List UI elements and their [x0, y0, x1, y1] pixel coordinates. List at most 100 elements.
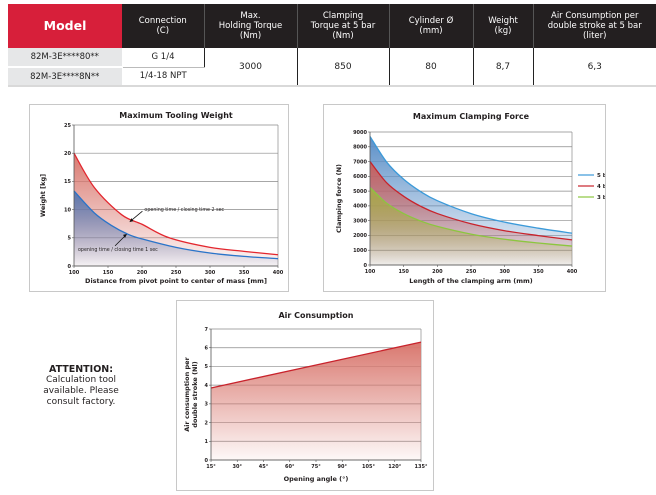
x-axis-label: Opening angle (°)	[284, 475, 349, 483]
header-line: Holding Torque	[218, 21, 283, 31]
series-line	[369, 186, 573, 247]
x-tick-label: 15°	[206, 464, 216, 470]
clamping-force-svg: Maximum Clamping Force 0 1000 2000 3000 4000 5…	[335, 112, 605, 285]
y-tick-label: 1	[205, 439, 209, 445]
y-tick-label: 5000	[353, 189, 367, 195]
y-tick-label: 4000	[353, 204, 367, 210]
x-tick-label: 30°	[233, 464, 243, 470]
x-tick-label: 75°	[311, 464, 321, 470]
holding-torque-cell: 3000	[204, 48, 298, 87]
x-tick-label: 105°	[362, 464, 375, 470]
y-tick-label: 10	[64, 207, 71, 213]
tooling-weight-chart: Maximum Tooling Weight 0 5 10 15 20 25 100 150 20…	[29, 104, 289, 292]
y-axis-label: Air consumption per	[183, 356, 191, 431]
x-tick-label: 400	[567, 269, 578, 275]
x-tick-label: 120°	[388, 464, 401, 470]
header-weight: Weight (kg)	[473, 4, 534, 48]
attention-line: consult factory.	[46, 397, 116, 407]
x-tick-label: 150	[398, 269, 409, 275]
chart-title: Maximum Tooling Weight	[119, 111, 233, 120]
header-line: (liter)	[583, 31, 607, 41]
legend-label: 4 bar	[597, 184, 605, 190]
model-cell: 82M-3E****8N**	[8, 67, 123, 87]
cylinder-cell: 80	[389, 48, 474, 87]
chart-title: Air Consumption	[278, 311, 353, 320]
header-clamping-torque: Clamping Torque at 5 bar (Nm)	[297, 4, 390, 48]
x-tick-label: 350	[533, 269, 544, 275]
x-tick-label: 300	[499, 269, 510, 275]
series-area	[370, 187, 572, 265]
x-axis-label: Length of the clamping arm (mm)	[409, 277, 533, 285]
annotation-label: opening time / closing time 1 sec	[78, 247, 158, 253]
y-axis-label: double stroke (Nl)	[191, 361, 199, 427]
header-line: Clamping	[322, 11, 364, 21]
y-tick-label: 1000	[353, 248, 367, 254]
header-line: double stroke at 5 bar	[547, 21, 642, 31]
annotation-arrow	[130, 210, 143, 222]
y-tick-label: 5	[68, 236, 72, 242]
y-tick-label: 4	[205, 383, 209, 389]
connection-cell: 1/4-18 NPT	[122, 67, 204, 87]
legend-label: 5 bar	[597, 173, 605, 179]
y-tick-label: 15	[64, 179, 71, 185]
x-tick-label: 250	[171, 270, 182, 276]
connection-cell: G 1/4	[122, 48, 205, 68]
y-axis-label: Clamping force (N)	[335, 164, 343, 233]
x-tick-label: 135°	[415, 464, 428, 470]
y-tick-label: 7	[205, 327, 209, 333]
x-tick-label: 60°	[285, 464, 295, 470]
x-tick-label: 150	[103, 270, 114, 276]
header-holding-torque: Max. Holding Torque (Nm)	[204, 4, 298, 48]
header-line: Max.	[240, 11, 261, 21]
y-tick-label: 0	[205, 458, 209, 464]
y-tick-label: 6	[205, 346, 209, 352]
y-tick-label: 3	[205, 402, 209, 408]
x-tick-label: 250	[466, 269, 477, 275]
y-axis-label: Weight [kg]	[39, 174, 47, 217]
series-line	[210, 341, 422, 389]
y-tick-label: 2	[205, 420, 209, 426]
x-tick-label: 200	[137, 270, 148, 276]
legend-label: 3 bar	[597, 195, 605, 201]
table-header-row: Model Connection (C) Max. Holding Torque (N…	[8, 4, 656, 48]
y-tick-label: 7000	[353, 159, 367, 165]
header-line: (Nm)	[239, 31, 262, 41]
weight-cell: 8,7	[473, 48, 534, 87]
attention-line: Calculation tool	[45, 375, 117, 385]
clamping-torque-cell: 850	[297, 48, 390, 87]
series-line	[73, 190, 279, 260]
y-tick-label: 9000	[353, 130, 367, 136]
header-model: Model	[8, 4, 122, 48]
air-consumption-cell: 6,3	[533, 48, 656, 87]
attention-line: available. Please	[43, 386, 119, 396]
air-consumption-chart: Air Consumption 0 1 2 3 4 5 6 7 15° 30° 45° 60° 75° 90…	[176, 300, 434, 491]
clamping-force-chart: Maximum Clamping Force 0 1000 2000 3000 4000 5…	[323, 104, 606, 292]
chart-title: Maximum Clamping Force	[413, 112, 530, 121]
series-line	[73, 152, 279, 256]
annotation-label: opening time / closing time 2 sec	[144, 207, 224, 213]
x-tick-label: 100	[69, 270, 80, 276]
attention-title: ATTENTION:	[48, 364, 114, 375]
table-row: 82M-3E****8N** 1/4-18 NPT	[8, 67, 656, 87]
table-row: 82M-3E****80** G 1/4 3000 850 80 8,7 6,3	[8, 48, 656, 87]
arrow-head	[123, 233, 128, 238]
y-tick-label: 8000	[353, 145, 367, 151]
x-tick-label: 45°	[259, 464, 269, 470]
series-line	[369, 161, 573, 241]
y-tick-label: 20	[64, 151, 71, 157]
x-tick-label: 200	[432, 269, 443, 275]
header-cylinder: Cylinder Ø (mm)	[389, 4, 474, 48]
header-line: Air Consumption per	[551, 11, 639, 21]
y-tick-label: 2000	[353, 233, 367, 239]
series-area	[74, 190, 278, 266]
x-tick-label: 300	[205, 270, 216, 276]
header-line: (Nm)	[332, 31, 354, 41]
y-tick-label: 3000	[353, 218, 367, 224]
header-model-label: Model	[43, 18, 87, 33]
spec-table: Model Connection (C) Max. Holding Torque (N…	[8, 4, 656, 87]
y-tick-label: 6000	[353, 174, 367, 180]
header-line: Cylinder Ø	[408, 16, 454, 26]
model-cell: 82M-3E****80**	[8, 48, 123, 68]
x-axis-label: Distance from pivot point to center of m…	[85, 277, 267, 285]
x-tick-label: 100	[365, 269, 376, 275]
